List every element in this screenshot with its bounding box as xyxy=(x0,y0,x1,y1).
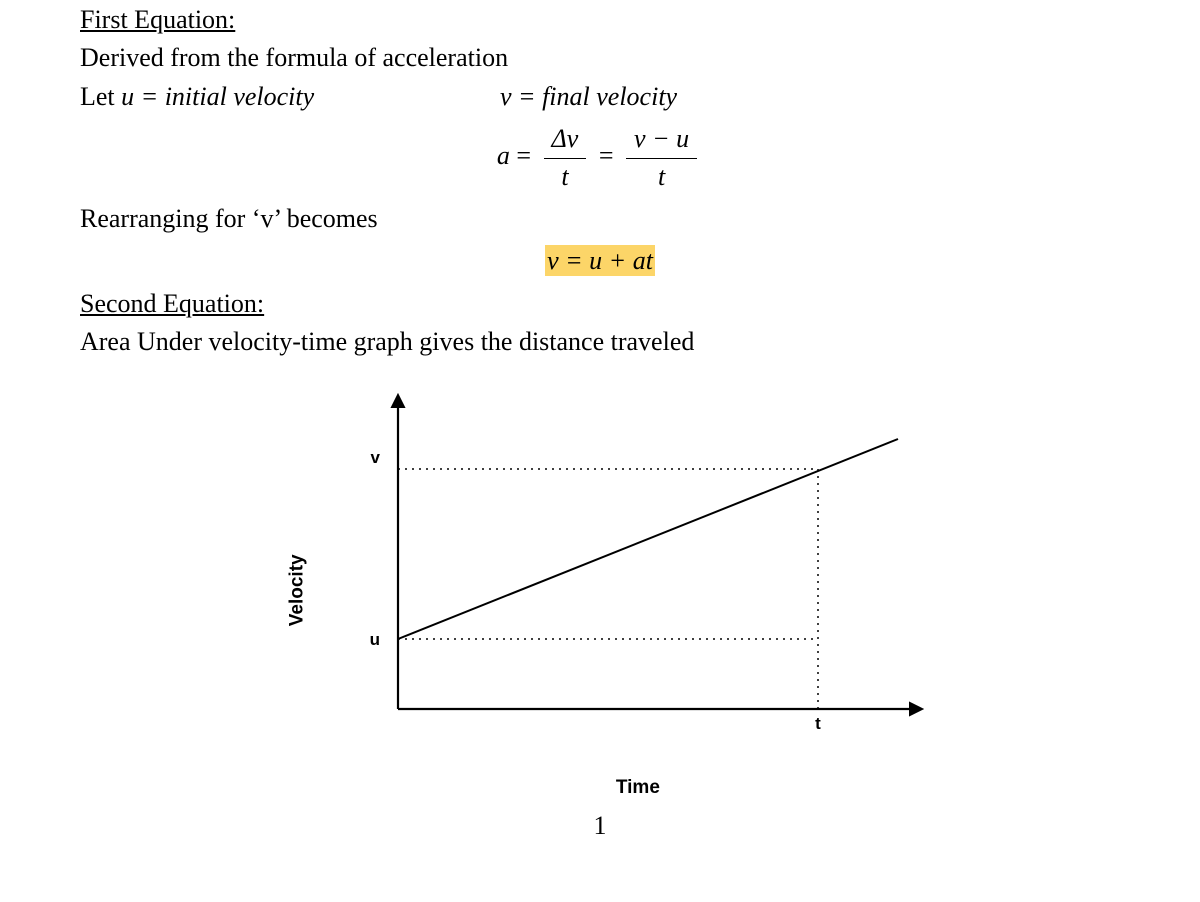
first-equation-result: v = u + at xyxy=(545,245,655,276)
first-equation-heading: First Equation: xyxy=(80,5,235,34)
y-axis-label: Velocity xyxy=(285,554,312,626)
second-equation-heading: Second Equation: xyxy=(80,289,264,318)
rearranging-line: Rearranging for ‘v’ becomes xyxy=(80,201,1120,237)
equals-sign: = xyxy=(516,141,537,170)
derivation-line: Derived from the formula of acceleration xyxy=(80,40,1120,76)
definitions-row: Let u = initial velocity v = final veloc… xyxy=(80,79,1120,115)
numerator-dv: Δv xyxy=(544,121,587,157)
denominator-t: t xyxy=(544,158,587,195)
let-label: Let xyxy=(80,82,121,111)
denominator-t-2: t xyxy=(626,158,697,195)
a-symbol: a xyxy=(497,141,510,170)
numerator-vminusu: v − u xyxy=(626,121,697,157)
fraction-dv-over-t: Δv t xyxy=(544,121,587,195)
velocity-time-graph: Velocity v u t Time xyxy=(80,379,1120,802)
x-axis-label: Time xyxy=(338,775,938,802)
svg-text:v: v xyxy=(370,448,380,467)
fraction-vminusu-over-t: v − u t xyxy=(626,121,697,195)
area-under-graph-line: Area Under velocity-time graph gives the… xyxy=(80,324,1120,360)
acceleration-equation: a = Δv t = v − u t xyxy=(80,121,1120,195)
page-number: 1 xyxy=(80,808,1120,844)
v-definition: v = final velocity xyxy=(500,82,677,111)
u-definition: u = initial velocity xyxy=(121,82,314,111)
svg-text:t: t xyxy=(815,714,821,733)
svg-text:u: u xyxy=(370,630,380,649)
equals-sign-2: = xyxy=(599,141,620,170)
graph-svg: v u t xyxy=(338,379,938,759)
